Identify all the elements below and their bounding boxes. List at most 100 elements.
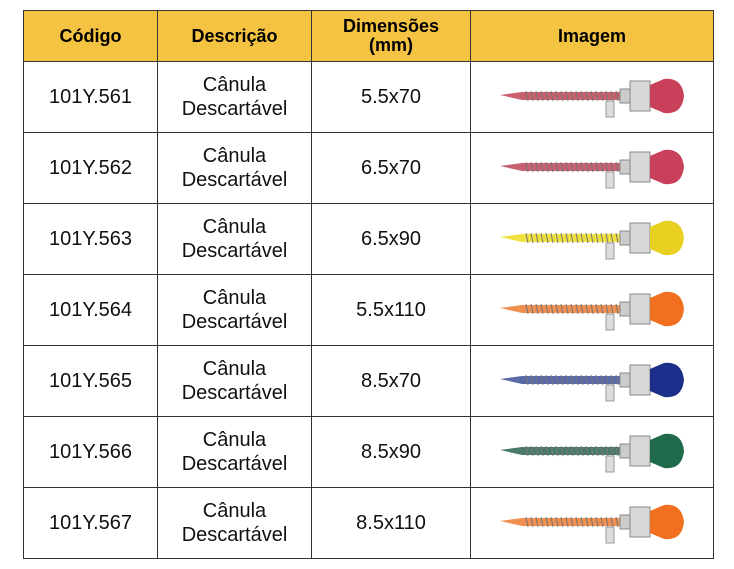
image-part bbox=[560, 161, 564, 173]
image-part bbox=[605, 303, 609, 315]
image-part bbox=[590, 516, 594, 528]
header-cell: Descrição bbox=[157, 10, 312, 62]
image-part bbox=[619, 230, 631, 246]
image-part bbox=[615, 161, 619, 173]
image-part bbox=[580, 161, 584, 173]
image-part bbox=[590, 232, 594, 244]
image-part bbox=[575, 90, 579, 102]
image-part bbox=[545, 374, 549, 386]
image-part bbox=[570, 303, 574, 315]
image-part bbox=[605, 171, 615, 189]
image-part bbox=[530, 445, 534, 457]
image-part bbox=[595, 161, 599, 173]
image-part bbox=[500, 163, 522, 171]
image-part bbox=[565, 445, 569, 457]
image-part bbox=[615, 445, 619, 457]
image-cell bbox=[470, 416, 714, 488]
cell: Cânula Descartável bbox=[157, 487, 312, 559]
image-part bbox=[575, 303, 579, 315]
image-part bbox=[619, 443, 631, 459]
image-part bbox=[610, 374, 614, 386]
image-part bbox=[650, 220, 684, 256]
image-part bbox=[565, 516, 569, 528]
image-part bbox=[555, 161, 559, 173]
image-part bbox=[500, 92, 522, 100]
cannula-image bbox=[500, 220, 684, 260]
image-cell bbox=[470, 345, 714, 417]
table-row: 101Y.562 Cânula Descartável 6.5x70 bbox=[23, 132, 714, 204]
image-part bbox=[595, 445, 599, 457]
image-part bbox=[585, 232, 589, 244]
cell: 8.5x70 bbox=[311, 345, 471, 417]
image-part bbox=[570, 90, 574, 102]
image-part bbox=[580, 303, 584, 315]
image-part bbox=[590, 90, 594, 102]
image-part bbox=[605, 374, 609, 386]
image-part bbox=[629, 222, 651, 254]
cell: 8.5x90 bbox=[311, 416, 471, 488]
image-part bbox=[550, 90, 554, 102]
cell: Cânula Descartável bbox=[157, 416, 312, 488]
image-part bbox=[525, 374, 529, 386]
image-part bbox=[615, 374, 619, 386]
image-part bbox=[525, 161, 529, 173]
image-part bbox=[580, 374, 584, 386]
image-part bbox=[525, 232, 529, 244]
image-part bbox=[555, 232, 559, 244]
image-part bbox=[600, 232, 604, 244]
image-part bbox=[619, 514, 631, 530]
image-part bbox=[500, 234, 522, 242]
product-table: Código Descrição Dimensões (mm) Imagem 101Y… bbox=[23, 10, 714, 559]
image-part bbox=[650, 78, 684, 114]
cell: 101Y.567 bbox=[23, 487, 158, 559]
image-part bbox=[540, 90, 544, 102]
cell: 6.5x90 bbox=[311, 203, 471, 275]
table-row: 101Y.563 Cânula Descartável 6.5x90 bbox=[23, 203, 714, 275]
image-part bbox=[600, 161, 604, 173]
image-part bbox=[575, 445, 579, 457]
image-part bbox=[585, 90, 589, 102]
image-cell bbox=[470, 203, 714, 275]
image-part bbox=[565, 90, 569, 102]
image-part bbox=[540, 516, 544, 528]
image-part bbox=[540, 374, 544, 386]
image-part bbox=[615, 516, 619, 528]
image-part bbox=[535, 516, 539, 528]
image-part bbox=[610, 90, 614, 102]
image-part bbox=[575, 232, 579, 244]
image-part bbox=[570, 445, 574, 457]
table-row: 101Y.565 Cânula Descartável 8.5x70 bbox=[23, 345, 714, 417]
image-part bbox=[595, 303, 599, 315]
image-part bbox=[605, 90, 609, 102]
image-part bbox=[525, 445, 529, 457]
image-part bbox=[570, 374, 574, 386]
image-cell bbox=[470, 132, 714, 204]
cannula-image bbox=[500, 433, 684, 473]
image-part bbox=[605, 526, 615, 544]
image-part bbox=[500, 305, 522, 313]
image-part bbox=[619, 372, 631, 388]
cell: 101Y.566 bbox=[23, 416, 158, 488]
cannula-image bbox=[500, 149, 684, 189]
image-part bbox=[590, 445, 594, 457]
cannula-image bbox=[500, 291, 684, 331]
cell: Cânula Descartável bbox=[157, 61, 312, 133]
image-part bbox=[629, 293, 651, 325]
image-cell bbox=[470, 274, 714, 346]
image-part bbox=[545, 516, 549, 528]
image-part bbox=[610, 303, 614, 315]
image-part bbox=[550, 374, 554, 386]
image-part bbox=[530, 374, 534, 386]
image-part bbox=[629, 435, 651, 467]
image-part bbox=[619, 88, 631, 104]
image-part bbox=[605, 384, 615, 402]
image-part bbox=[560, 374, 564, 386]
cell: 5.5x70 bbox=[311, 61, 471, 133]
image-part bbox=[570, 232, 574, 244]
image-part bbox=[535, 374, 539, 386]
image-part bbox=[545, 303, 549, 315]
image-part bbox=[545, 90, 549, 102]
image-part bbox=[615, 232, 619, 244]
image-part bbox=[555, 90, 559, 102]
